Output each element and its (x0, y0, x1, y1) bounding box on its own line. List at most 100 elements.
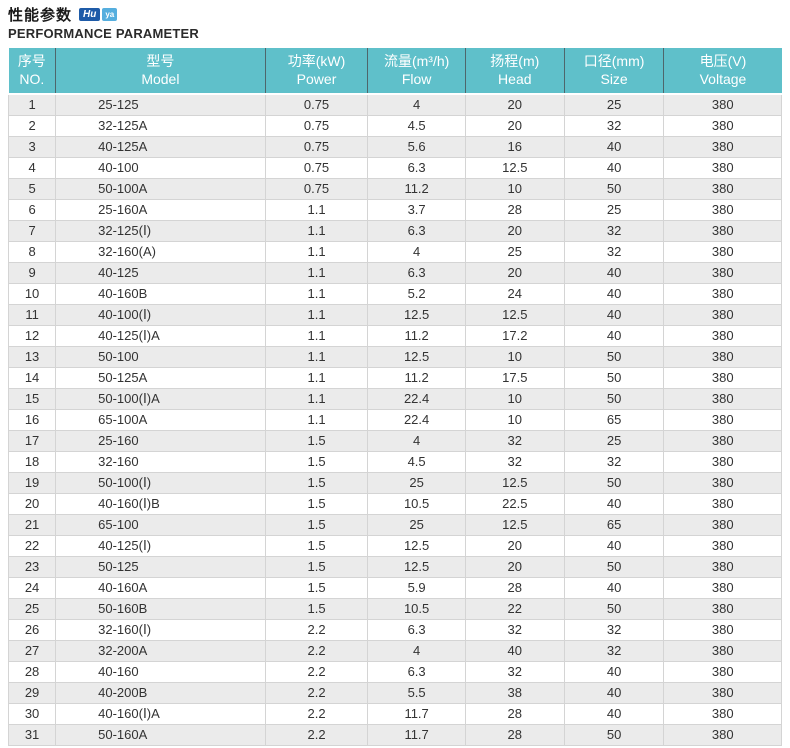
cell-size: 32 (563, 219, 665, 242)
cell-voltage: 380 (663, 639, 782, 662)
cell-no: 19 (7, 471, 57, 494)
cell-size: 65 (563, 408, 665, 431)
cell-size: 50 (563, 555, 665, 578)
cell-flow: 22.4 (367, 387, 466, 410)
cell-head: 32 (464, 429, 565, 452)
cell-size: 40 (563, 660, 665, 683)
cell-voltage: 380 (663, 660, 782, 683)
cell-power: 2.2 (264, 702, 369, 725)
cell-flow: 12.5 (367, 345, 466, 368)
cell-model: 65-100 (55, 513, 266, 536)
column-header-power-en: Power (296, 71, 337, 87)
cell-head: 17.5 (464, 366, 565, 389)
table-row: 15 50-100(Ⅰ)A 1.1 22.4 10 50 380 (7, 387, 782, 410)
cell-head: 24 (464, 282, 565, 305)
cell-voltage: 380 (663, 198, 782, 221)
cell-voltage: 380 (663, 723, 782, 746)
cell-voltage: 380 (663, 702, 782, 725)
cell-no: 23 (7, 555, 57, 578)
cell-flow: 4.5 (367, 114, 466, 137)
table-row: 18 32-160 1.5 4.5 32 32 380 (7, 450, 782, 473)
column-header-size: 口径(mm) Size (563, 48, 664, 94)
cell-voltage: 380 (663, 261, 782, 284)
cell-model: 40-160(Ⅰ)B (55, 492, 266, 515)
cell-size: 40 (563, 702, 665, 725)
cell-power: 1.5 (264, 555, 369, 578)
cell-no: 31 (7, 723, 57, 746)
cell-head: 38 (464, 681, 565, 704)
cell-flow: 6.3 (367, 261, 466, 284)
column-header-model: 型号 Model (55, 48, 266, 94)
cell-power: 1.5 (264, 492, 369, 515)
cell-power: 2.2 (264, 639, 369, 662)
cell-flow: 4 (367, 240, 466, 263)
cell-model: 50-100A (55, 177, 266, 200)
cell-no: 22 (7, 534, 57, 557)
table-row: 4 40-100 0.75 6.3 12.5 40 380 (7, 156, 782, 179)
cell-flow: 5.2 (367, 282, 466, 305)
performance-parameter-table: 序号 NO. 型号 Model 功率(kW) Power 流量(m³/h) Fl… (7, 48, 782, 746)
cell-no: 30 (7, 702, 57, 725)
cell-no: 21 (7, 513, 57, 536)
cell-size: 40 (563, 681, 665, 704)
page-title-zh: 性能参数 (8, 6, 73, 24)
cell-flow: 11.2 (367, 366, 466, 389)
cell-no: 8 (7, 240, 57, 263)
cell-flow: 11.7 (367, 723, 466, 746)
cell-head: 12.5 (464, 156, 565, 179)
title-row: 性能参数 Hu ya (8, 4, 782, 24)
table-row: 28 40-160 2.2 6.3 32 40 380 (7, 660, 782, 683)
cell-head: 20 (464, 261, 565, 284)
cell-no: 15 (7, 387, 57, 410)
column-header-model-zh: 型号 (146, 53, 175, 69)
cell-head: 22 (464, 597, 565, 620)
table-row: 21 65-100 1.5 25 12.5 65 380 (7, 513, 782, 536)
cell-model: 40-125(Ⅰ)A (55, 324, 266, 347)
cell-no: 10 (7, 282, 57, 305)
cell-model: 40-100 (55, 156, 266, 179)
cell-voltage: 380 (663, 114, 782, 137)
cell-size: 40 (563, 156, 665, 179)
cell-size: 40 (563, 492, 665, 515)
cell-power: 2.2 (264, 681, 369, 704)
column-header-no-zh: 序号 (17, 53, 46, 69)
cell-flow: 25 (367, 471, 466, 494)
cell-voltage: 380 (663, 534, 782, 557)
table-row: 27 32-200A 2.2 4 40 32 380 (7, 639, 782, 662)
cell-head: 20 (464, 219, 565, 242)
cell-model: 40-125(Ⅰ) (55, 534, 266, 557)
cell-power: 1.1 (264, 282, 369, 305)
brand-logo-secondary: ya (102, 7, 118, 21)
cell-flow: 5.5 (367, 681, 466, 704)
column-header-power-zh: 功率(kW) (287, 53, 346, 69)
cell-size: 50 (563, 597, 665, 620)
cell-flow: 22.4 (367, 408, 466, 431)
cell-no: 3 (7, 135, 57, 158)
cell-power: 1.1 (264, 366, 369, 389)
cell-voltage: 380 (663, 282, 782, 305)
cell-model: 40-100(Ⅰ) (55, 303, 266, 326)
cell-no: 24 (7, 576, 57, 599)
cell-size: 50 (563, 366, 665, 389)
cell-model: 40-160(Ⅰ)A (55, 702, 266, 725)
cell-power: 1.1 (264, 303, 369, 326)
cell-size: 32 (563, 618, 665, 641)
cell-power: 1.1 (264, 219, 369, 242)
cell-head: 32 (464, 660, 565, 683)
table-row: 31 50-160A 2.2 11.7 28 50 380 (7, 723, 782, 746)
cell-model: 50-160B (55, 597, 266, 620)
cell-model: 40-160 (55, 660, 266, 683)
cell-flow: 10.5 (367, 597, 466, 620)
cell-no: 1 (7, 93, 57, 116)
cell-power: 1.5 (264, 471, 369, 494)
table-header-row: 序号 NO. 型号 Model 功率(kW) Power 流量(m³/h) Fl… (8, 48, 782, 94)
cell-model: 32-160(A) (55, 240, 266, 263)
cell-size: 32 (563, 450, 665, 473)
table-row: 6 25-160A 1.1 3.7 28 25 380 (7, 198, 782, 221)
cell-voltage: 380 (663, 429, 782, 452)
cell-head: 28 (464, 198, 565, 221)
cell-power: 1.5 (264, 597, 369, 620)
cell-voltage: 380 (663, 450, 782, 473)
cell-size: 40 (563, 282, 665, 305)
cell-model: 50-125 (55, 555, 266, 578)
